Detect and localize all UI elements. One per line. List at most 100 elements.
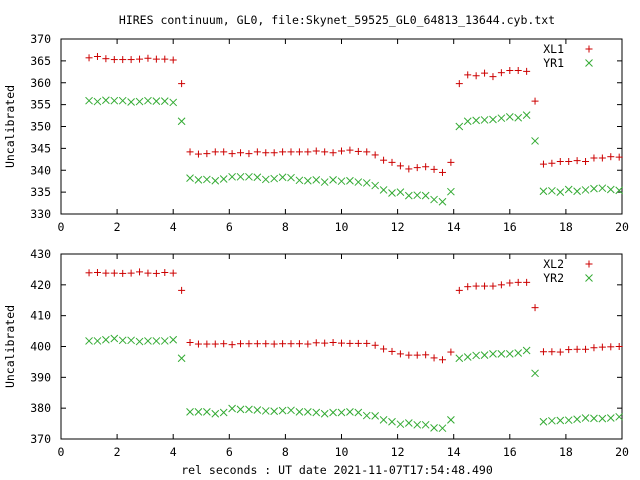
- panel2-point-XL2: [556, 348, 564, 356]
- panel1-point-XL1: [329, 149, 337, 157]
- panel1-point-YR1-d2: [270, 174, 279, 183]
- panel1-point-YR1-d2: [329, 176, 337, 184]
- panel1-x-tick-label: 16: [503, 220, 517, 234]
- panel1-x-tick-label: 0: [58, 220, 65, 234]
- panel2-point-YR2-d2: [278, 406, 287, 415]
- panel2-point-YR2-d2: [522, 346, 531, 355]
- panel2-point-XL2: [110, 269, 118, 277]
- panel1-point-YR1-d2: [303, 176, 312, 185]
- panel2-x-tick-label: 14: [447, 445, 461, 459]
- panel1-point-YR1: [590, 184, 598, 193]
- panel1-point-YR1: [186, 174, 194, 182]
- panel2-point-YR2: [127, 336, 135, 345]
- panel2-point-XL2: [220, 340, 228, 348]
- panel2-point-YR2-d2: [556, 416, 565, 425]
- panel1-point-XL1: [590, 154, 598, 162]
- panel2-y-tick-label: 370: [30, 432, 51, 446]
- panel2-point-YR2: [514, 349, 523, 357]
- panel2-point-XL2: [245, 340, 253, 348]
- panel1-point-YR1: [505, 113, 514, 121]
- panel2-point-YR2-d2: [169, 335, 178, 344]
- panel2-point-XL2: [438, 356, 446, 364]
- panel2-point-YR2: [573, 415, 581, 424]
- panel1-point-YR1: [118, 96, 127, 105]
- panel2-point-YR2-d2: [245, 405, 253, 414]
- panel1-point-YR1: [564, 185, 573, 194]
- panel1-point-YR1-d2: [186, 174, 194, 182]
- panel1-point-YR1: [245, 172, 253, 181]
- panel2-point-XL2: [590, 344, 598, 352]
- panel1-point-YR1: [396, 188, 405, 196]
- panel1-point-XL1: [565, 158, 573, 165]
- panel1-point-YR1-d2: [253, 173, 262, 182]
- panel2-point-YR2-d2: [497, 350, 506, 358]
- panel1-point-YR1: [303, 176, 312, 185]
- panel1-point-YR1: [573, 187, 581, 196]
- panel1-y-tick-label: 370: [30, 32, 51, 46]
- panel2-point-YR2-d2: [606, 414, 615, 422]
- panel1-point-YR1-d2: [337, 177, 346, 186]
- panel1-point-XL1: [228, 150, 236, 158]
- panel2-legend-marker-YR2: [585, 274, 593, 282]
- panel1-point-XL1: [582, 158, 590, 165]
- panel2-point-XL2: [186, 338, 194, 346]
- panel1-point-YR1: [85, 96, 93, 105]
- panel2-point-YR2-d2: [615, 412, 624, 421]
- panel1-point-XL1: [615, 153, 623, 161]
- panel2-point-YR2: [312, 408, 321, 417]
- panel1-point-XL1: [312, 147, 320, 155]
- panel2-point-XL2: [489, 282, 497, 290]
- panel1-point-XL1: [279, 148, 287, 156]
- panel2-legend-label-XL2: XL2: [543, 257, 564, 271]
- panel1-point-YR1: [522, 111, 531, 119]
- panel2-point-YR2-d2: [388, 417, 396, 426]
- panel1-point-YR1-d2: [590, 184, 598, 193]
- panel2-point-YR2: [480, 351, 489, 359]
- panel2-series-XL2: [85, 268, 623, 364]
- panel2-point-YR2: [371, 412, 380, 420]
- panel2-point-YR2-d2: [346, 408, 354, 416]
- panel1-point-YR1-d2: [396, 188, 405, 196]
- panel2-point-XL2: [287, 340, 295, 348]
- panel1-point-YR1: [463, 117, 472, 126]
- panel2-point-YR2-d2: [177, 354, 186, 363]
- panel2-y-tick-label: 380: [30, 401, 51, 415]
- panel1-point-YR1: [388, 189, 396, 197]
- panel1-point-YR1-d2: [371, 181, 380, 190]
- panel1-point-XL1: [413, 164, 421, 172]
- panel2-y-tick-label: 390: [30, 370, 51, 384]
- panel2-point-YR2-d2: [211, 409, 220, 418]
- panel1-point-XL1: [152, 55, 160, 63]
- panel1-point-YR1-d2: [548, 186, 556, 195]
- panel2-x-tick-label: 18: [559, 445, 573, 459]
- panel1-point-YR1-d2: [102, 96, 110, 105]
- panel1-point-YR1: [413, 191, 422, 200]
- panel1-point-YR1: [320, 178, 329, 186]
- panel1-point-XL1: [203, 150, 211, 158]
- panel1-point-XL1: [346, 146, 354, 154]
- panel2-point-XL2: [346, 339, 354, 347]
- panel2-point-YR2: [472, 351, 480, 360]
- panel1-legend-label-YR1: YR1: [543, 56, 564, 70]
- panel2-point-XL2: [228, 341, 236, 349]
- panel2-y-tick-label: 430: [30, 247, 51, 261]
- panel1-point-YR1: [346, 176, 354, 185]
- panel1-x-tick-label: 12: [391, 220, 405, 234]
- panel1-point-YR1-d2: [110, 96, 119, 105]
- panel1-x-tick-label: 18: [559, 220, 573, 234]
- panel2-point-XL2: [304, 340, 312, 348]
- panel1-point-XL1: [237, 149, 245, 157]
- panel2-point-XL2: [371, 341, 379, 349]
- panel1-y-tick-label: 345: [30, 141, 51, 155]
- panel1-point-YR1-d2: [505, 113, 514, 121]
- panel1-point-YR1-d2: [160, 97, 169, 105]
- panel2-point-XL2: [161, 269, 169, 276]
- panel1-point-YR1-d2: [362, 179, 371, 187]
- panel2-point-YR2: [152, 337, 161, 345]
- panel1-point-YR1: [160, 97, 169, 105]
- panel1-point-YR1: [144, 96, 152, 105]
- panel2-point-YR2-d2: [127, 336, 135, 345]
- panel2-point-XL2: [338, 339, 345, 347]
- panel2-point-YR2: [211, 409, 220, 418]
